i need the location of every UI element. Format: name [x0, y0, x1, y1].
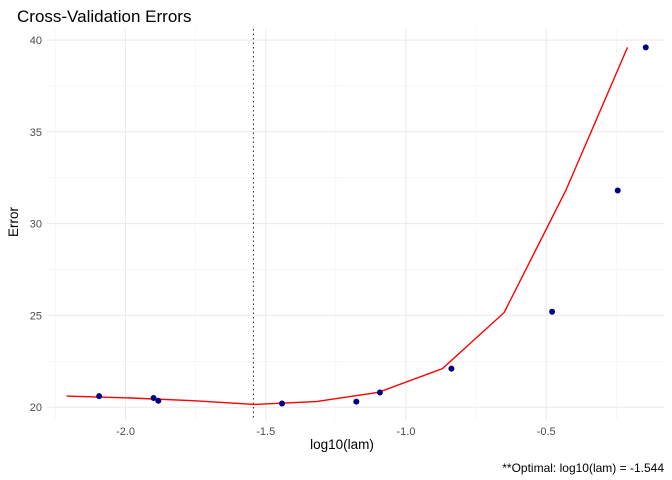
x-tick-label: -0.5	[537, 426, 556, 438]
data-point	[376, 389, 383, 396]
y-tick-label: 20	[30, 402, 42, 414]
y-tick-label: 30	[30, 219, 42, 231]
y-axis-label: Error	[6, 206, 21, 237]
y-tick-label: 40	[30, 35, 42, 47]
x-tick-labels: -2.0 -1.5 -1.0 -0.5	[116, 426, 556, 438]
minor-gridlines	[47, 29, 664, 420]
data-point	[279, 400, 286, 407]
data-point	[353, 398, 360, 405]
data-point	[155, 397, 162, 404]
data-point	[96, 393, 103, 400]
y-tick-label: 25	[30, 310, 42, 322]
major-gridlines	[47, 29, 664, 420]
data-point	[642, 44, 649, 51]
chart-title: Cross-Validation Errors	[17, 7, 191, 26]
fit-line	[66, 47, 629, 406]
y-tick-label: 35	[30, 127, 42, 139]
x-tick-label: -2.0	[116, 426, 135, 438]
data-point	[448, 365, 455, 372]
fit-line-layer	[66, 47, 629, 406]
y-tick-labels: 20 25 30 35 40	[30, 35, 42, 414]
optimal-caption: **Optimal: log10(lam) = -1.544	[502, 461, 664, 475]
x-tick-label: -1.0	[396, 426, 415, 438]
x-tick-label: -1.5	[256, 426, 275, 438]
x-axis-label: log10(lam)	[310, 437, 374, 452]
data-point	[614, 187, 621, 194]
data-point	[549, 308, 556, 315]
data-point	[150, 394, 157, 401]
data-points-layer	[96, 44, 649, 407]
